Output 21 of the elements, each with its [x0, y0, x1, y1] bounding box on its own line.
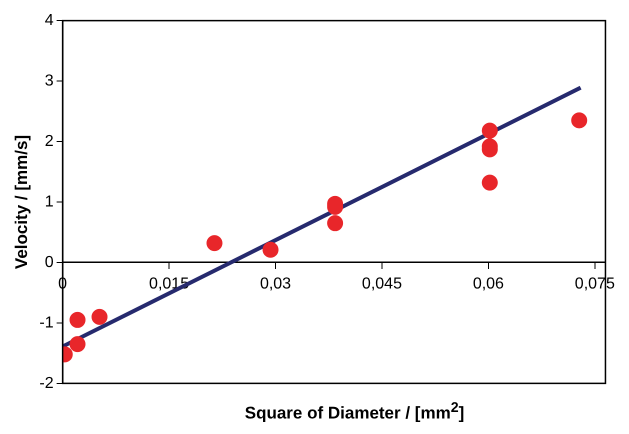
- y-tick-label: 2: [44, 132, 54, 150]
- x-tick-label: 0,045: [362, 275, 402, 292]
- y-axis-title: Velocity / [mm/s]: [12, 134, 31, 270]
- point: [70, 312, 86, 328]
- y-tick-label: 0: [44, 254, 54, 271]
- y-tick-label: -2: [39, 374, 54, 392]
- point: [206, 235, 222, 252]
- point: [571, 112, 588, 128]
- point: [482, 174, 498, 191]
- point: [482, 122, 498, 139]
- x-tick-label: 0,03: [260, 275, 292, 292]
- y-tick-label: -1: [39, 314, 54, 332]
- y-tick-label: 3: [44, 72, 54, 90]
- x-tick-label: 0,06: [472, 275, 504, 292]
- point: [92, 308, 108, 325]
- point: [262, 242, 279, 258]
- y-tick-label: 1: [44, 193, 54, 210]
- point: [70, 336, 86, 352]
- point: [327, 215, 344, 232]
- x-axis-title: Square of Diameter / [mm$^{2}$]: [244, 400, 466, 424]
- y-tick-label: 4: [44, 12, 54, 30]
